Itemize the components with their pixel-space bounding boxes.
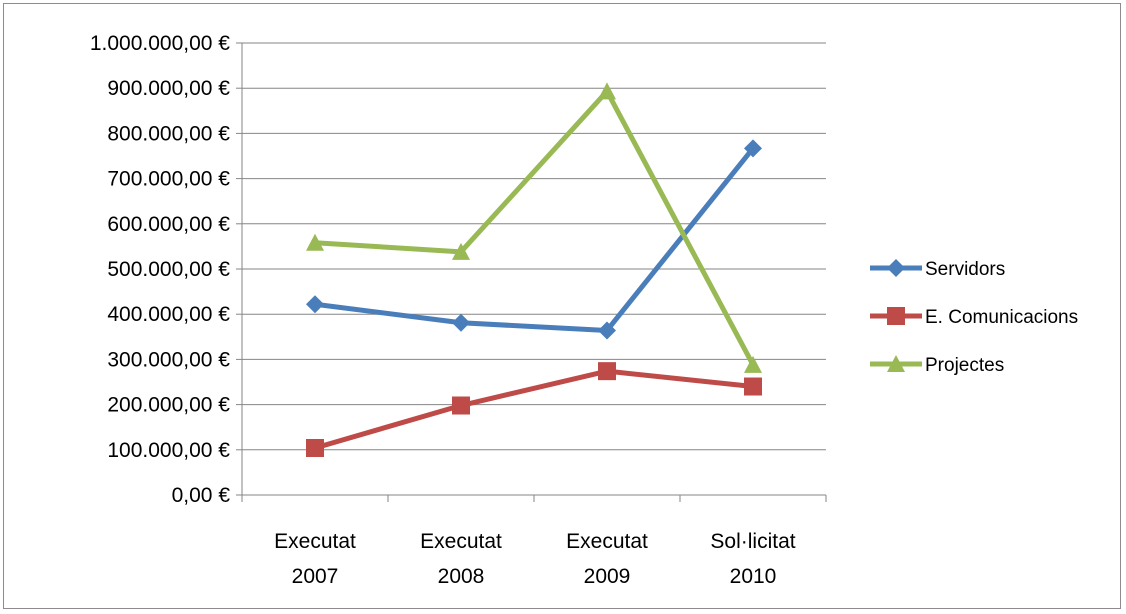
legend-marker — [887, 355, 905, 372]
legend-label: E. Comunicacions — [925, 307, 1078, 328]
data-point — [306, 233, 324, 251]
data-point — [306, 295, 324, 314]
data-point — [744, 139, 762, 158]
data-point — [452, 313, 470, 332]
x-tick-label: Executat 2007 — [274, 530, 356, 588]
x-tick-label: Executat 2009 — [566, 530, 648, 588]
data-point — [744, 355, 762, 373]
data-point — [598, 82, 616, 100]
y-tick-label: 0,00 € — [172, 484, 231, 507]
x-tick-label-line: Sol·licitat — [710, 530, 795, 553]
y-tick-label: 300.000,00 € — [107, 348, 230, 371]
data-point — [744, 377, 762, 396]
x-tick-label: Sol·licitat 2010 — [710, 530, 795, 588]
legend-item: Projectes — [870, 355, 1004, 376]
x-tick-label-line: Executat — [274, 530, 356, 553]
y-tick-label: 1.000.000,00 € — [90, 32, 230, 55]
legend-label: Projectes — [925, 355, 1004, 376]
data-point — [306, 438, 324, 457]
y-tick-label: 800.000,00 € — [107, 122, 230, 145]
series-1 — [306, 362, 762, 457]
y-tick-label: 200.000,00 € — [107, 394, 230, 417]
legend-item: Servidors — [870, 259, 1005, 280]
legend-marker — [887, 307, 905, 325]
y-tick-label: 900.000,00 € — [107, 77, 230, 100]
y-tick-label: 600.000,00 € — [107, 213, 230, 236]
x-tick-label-line: 2010 — [730, 565, 777, 588]
x-tick-label-line: 2007 — [292, 565, 339, 588]
chart-area: 0,00 € 100.000,00 € 200.000,00 € 300.000,00… — [3, 3, 1121, 609]
y-tick-label: 500.000,00 € — [107, 258, 230, 281]
x-tick-label-line: Executat — [420, 530, 502, 553]
data-point — [452, 242, 470, 260]
data-point — [452, 396, 470, 415]
x-tick-label: Executat 2008 — [420, 530, 502, 588]
line-chart: 0,00 € 100.000,00 € 200.000,00 € 300.000,00… — [90, 32, 1078, 588]
x-tick-label-line: 2008 — [438, 565, 485, 588]
y-tick-label: 400.000,00 € — [107, 303, 230, 326]
x-tick-label-line: Executat — [566, 530, 648, 553]
series-line — [314, 146, 755, 333]
series-2 — [306, 82, 762, 373]
data-point — [598, 362, 616, 381]
y-tick-label: 100.000,00 € — [107, 439, 230, 462]
series-line — [314, 88, 756, 367]
data-point — [598, 321, 616, 340]
y-tick-label: 700.000,00 € — [107, 168, 230, 191]
series-0 — [306, 139, 762, 340]
legend-marker — [887, 259, 905, 277]
legend-item: E. Comunicacions — [870, 307, 1078, 328]
x-tick-label-line: 2009 — [584, 565, 631, 588]
series-line — [314, 368, 754, 451]
legend-label: Servidors — [925, 259, 1005, 280]
